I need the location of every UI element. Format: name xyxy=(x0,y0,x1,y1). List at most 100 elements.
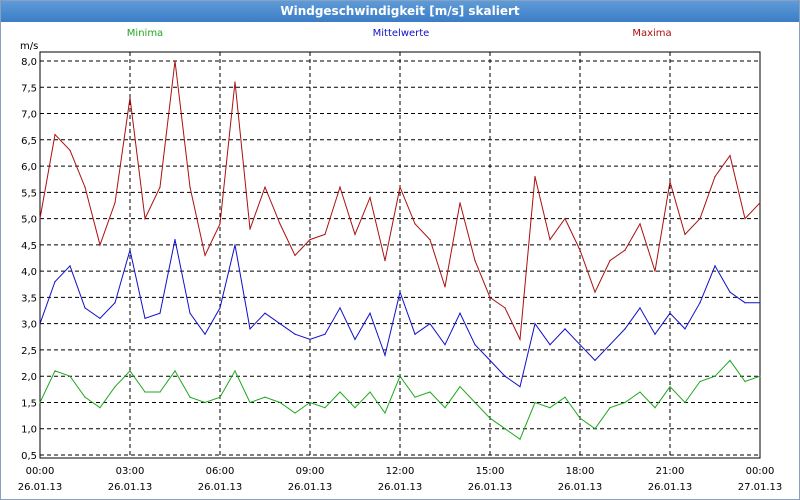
y-tick-label: 5,5 xyxy=(21,188,37,199)
data-point-mittelwerte xyxy=(279,323,281,325)
data-point-minima xyxy=(84,396,86,398)
y-tick-label: 6,0 xyxy=(21,162,37,173)
x-tick-date: 26.01.13 xyxy=(198,482,243,493)
data-point-mittelwerte xyxy=(639,307,641,309)
data-point-maxima xyxy=(729,155,731,157)
x-tick-date: 26.01.13 xyxy=(108,482,153,493)
y-tick-label: 2,5 xyxy=(21,346,37,357)
data-point-minima xyxy=(369,391,371,393)
data-point-maxima xyxy=(189,186,191,188)
data-point-maxima xyxy=(414,223,416,225)
data-point-maxima xyxy=(174,60,176,62)
data-point-mittelwerte xyxy=(534,323,536,325)
x-tick-date: 26.01.13 xyxy=(558,482,603,493)
data-point-mittelwerte xyxy=(624,328,626,330)
data-point-maxima xyxy=(594,291,596,293)
data-point-minima xyxy=(324,407,326,409)
data-point-minima xyxy=(354,407,356,409)
data-point-mittelwerte xyxy=(489,359,491,361)
data-point-mittelwerte xyxy=(414,333,416,335)
data-point-minima xyxy=(219,396,221,398)
y-tick-label: 4,5 xyxy=(21,241,37,252)
x-tick-time: 06:00 xyxy=(206,466,235,477)
data-point-maxima xyxy=(504,307,506,309)
data-point-minima xyxy=(339,391,341,393)
y-tick-label: 1,0 xyxy=(21,425,37,436)
data-point-maxima xyxy=(54,133,56,136)
data-point-mittelwerte xyxy=(159,312,161,314)
data-point-minima xyxy=(384,412,386,414)
data-point-mittelwerte xyxy=(579,344,581,346)
data-point-mittelwerte xyxy=(729,291,731,293)
legend-minima: Minima xyxy=(127,28,163,39)
data-point-minima xyxy=(159,391,161,393)
data-point-mittelwerte xyxy=(504,375,506,377)
data-point-maxima xyxy=(579,249,581,251)
y-tick-label: 5,0 xyxy=(21,215,37,226)
data-point-minima xyxy=(744,380,746,383)
data-point-maxima xyxy=(714,176,716,178)
data-point-mittelwerte xyxy=(519,386,521,388)
data-point-mittelwerte xyxy=(669,312,671,314)
data-point-minima xyxy=(669,386,671,388)
y-tick-label: 4,0 xyxy=(21,267,37,278)
data-point-maxima xyxy=(69,149,71,151)
data-point-minima xyxy=(564,396,566,398)
y-tick-label: 7,0 xyxy=(21,110,37,121)
data-point-mittelwerte xyxy=(609,344,611,346)
data-point-maxima xyxy=(399,186,401,188)
data-point-mittelwerte xyxy=(234,244,236,246)
data-point-maxima xyxy=(384,260,386,262)
x-tick-time: 00:00 xyxy=(746,466,775,477)
x-tick-time: 18:00 xyxy=(566,466,595,477)
data-point-minima xyxy=(309,401,311,404)
wind-speed-chart: Maxima Mittelwerte Minima m/s 8,0 7,5 7,0 6,5… xyxy=(18,28,783,493)
x-tick-time: 00:00 xyxy=(26,466,55,477)
x-axis: 00:00 26.01.13 03:00 26.01.13 06:00 26.01.13 0… xyxy=(18,466,783,493)
data-point-maxima xyxy=(99,244,101,246)
data-point-mittelwerte xyxy=(594,359,596,361)
data-point-minima xyxy=(654,407,656,409)
y-tick-label: 7,5 xyxy=(21,83,37,94)
data-point-mittelwerte xyxy=(174,239,176,241)
data-point-mittelwerte xyxy=(759,302,761,304)
data-point-minima xyxy=(714,375,716,377)
data-point-mittelwerte xyxy=(564,328,566,330)
data-point-minima xyxy=(264,396,266,398)
data-point-minima xyxy=(399,375,401,377)
data-point-mittelwerte xyxy=(204,333,206,335)
data-point-maxima xyxy=(609,260,611,262)
data-point-mittelwerte xyxy=(369,312,371,314)
data-point-minima xyxy=(459,386,461,388)
data-point-mittelwerte xyxy=(249,328,251,330)
data-point-mittelwerte xyxy=(324,333,326,335)
x-tick-time: 21:00 xyxy=(656,466,685,477)
data-point-mittelwerte xyxy=(69,265,71,267)
x-tick-time: 03:00 xyxy=(116,466,145,477)
x-tick-date: 26.01.13 xyxy=(378,482,423,493)
y-tick-label: 3,5 xyxy=(21,293,37,304)
data-point-maxima xyxy=(639,223,641,225)
data-point-mittelwerte xyxy=(399,291,401,293)
data-point-maxima xyxy=(474,260,476,262)
data-point-minima xyxy=(54,370,56,372)
data-point-mittelwerte xyxy=(549,344,551,346)
data-point-maxima xyxy=(429,239,431,241)
data-point-mittelwerte xyxy=(444,344,446,346)
x-tick-date: 26.01.13 xyxy=(468,482,513,493)
grid-lines xyxy=(40,52,760,458)
y-tick-label: 2,0 xyxy=(21,372,37,383)
window-title: Windgeschwindigkeit [m/s] skaliert xyxy=(1,1,799,22)
data-point-maxima xyxy=(459,202,461,204)
data-point-minima xyxy=(429,391,431,393)
data-point-maxima xyxy=(564,218,566,220)
chart-legend: Maxima Mittelwerte Minima xyxy=(127,28,672,39)
x-tick-date: 26.01.13 xyxy=(18,482,63,493)
y-tick-label: 0,5 xyxy=(21,451,37,462)
data-point-minima xyxy=(444,407,446,409)
data-point-mittelwerte xyxy=(99,317,101,319)
data-point-mittelwerte xyxy=(684,328,686,330)
data-point-mittelwerte xyxy=(54,281,56,283)
data-point-minima xyxy=(684,401,686,404)
data-point-mittelwerte xyxy=(129,249,131,251)
